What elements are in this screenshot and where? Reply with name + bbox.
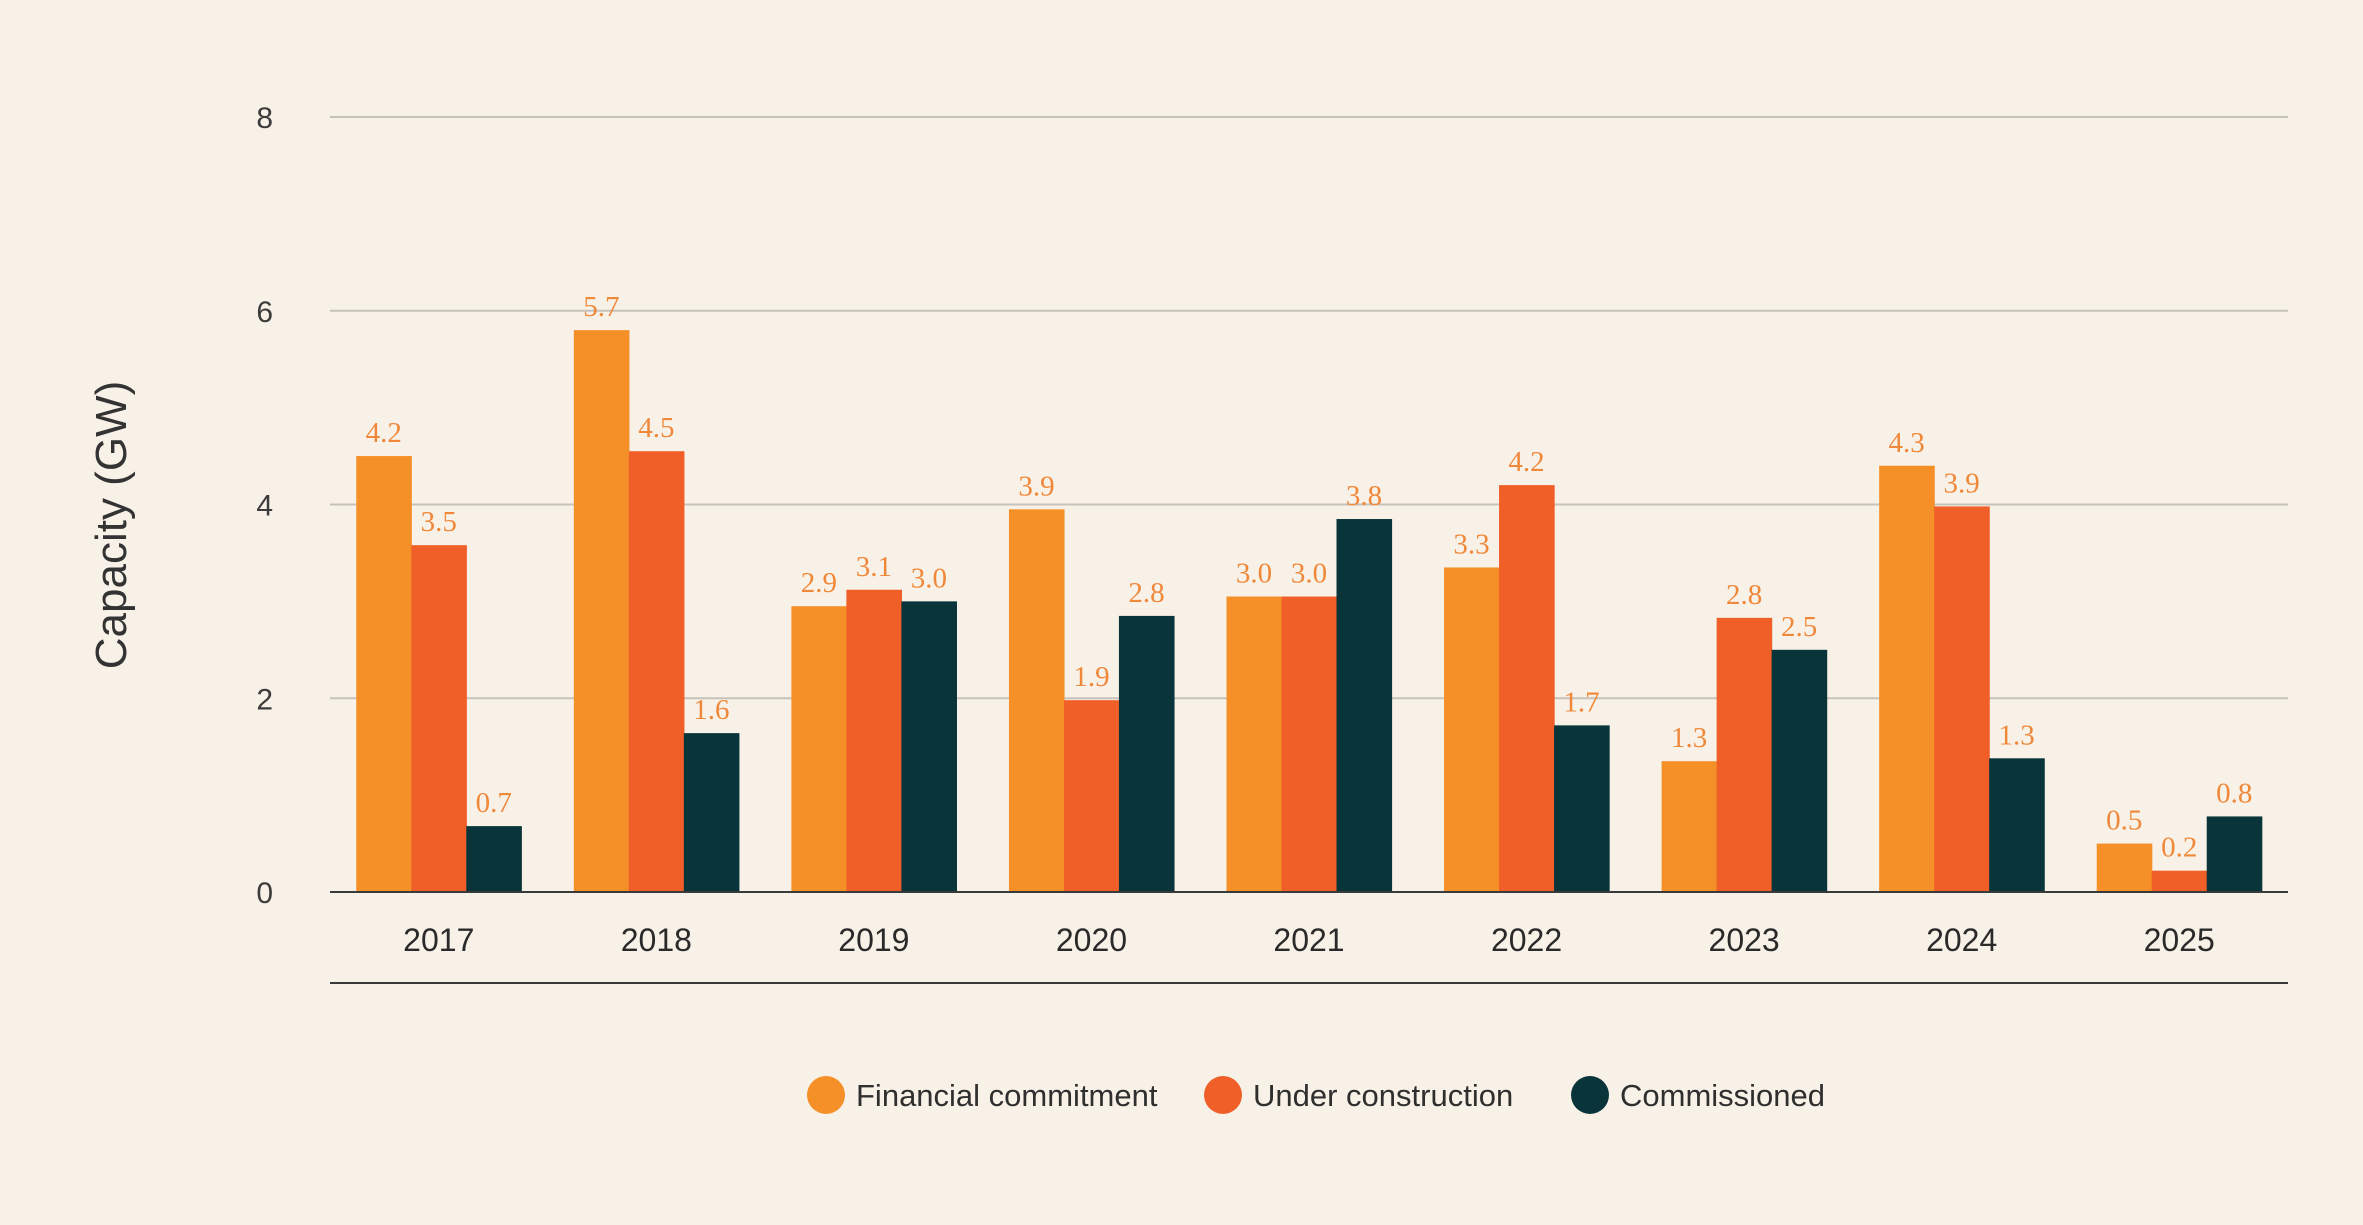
x-tick-label: 2018 — [621, 922, 692, 958]
y-tick-label: 8 — [256, 102, 273, 135]
legend-item-financial-commitment: Financial commitment — [807, 1076, 1158, 1114]
bar-under-construction-2025 — [2151, 870, 2208, 892]
legend-label: Under construction — [1253, 1078, 1513, 1113]
data-label: 2.8 — [1128, 577, 1164, 609]
data-label: 2.9 — [801, 567, 837, 599]
y-tick-label: 4 — [256, 490, 273, 523]
bar-commissioned-2017 — [466, 826, 522, 892]
bar-financial-commitment-2019 — [791, 606, 847, 892]
data-label: 3.0 — [1236, 558, 1272, 590]
y-tick-label: 2 — [256, 683, 273, 716]
legend-label: Financial commitment — [856, 1078, 1158, 1113]
data-label: 4.2 — [366, 417, 402, 449]
bar-under-construction-2022 — [1499, 485, 1555, 892]
bar-financial-commitment-2021 — [1226, 596, 1283, 892]
data-label: 1.3 — [1999, 719, 2035, 751]
data-label: 5.7 — [583, 291, 619, 323]
bar-commissioned-2020 — [1118, 615, 1175, 892]
bar-financial-commitment-2022 — [1444, 567, 1500, 892]
y-tick-label: 6 — [256, 296, 273, 329]
bar-under-construction-2024 — [1934, 506, 1990, 892]
x-tick-label: 2019 — [838, 922, 909, 958]
data-label: 2.8 — [1726, 579, 1762, 611]
bar-financial-commitment-2020 — [1008, 509, 1065, 892]
data-label: 0.7 — [476, 787, 512, 819]
x-tick-label: 2020 — [1056, 922, 1127, 958]
data-label: 1.9 — [1073, 661, 1109, 693]
data-label: 3.9 — [1018, 470, 1054, 502]
data-label: 4.3 — [1889, 427, 1925, 459]
data-label: 0.2 — [2161, 832, 2197, 864]
data-label: 3.0 — [911, 562, 947, 594]
bar-under-construction-2023 — [1716, 617, 1773, 892]
bar-commissioned-2022 — [1554, 725, 1610, 892]
x-tick-label: 2023 — [1709, 922, 1780, 958]
data-label: 3.0 — [1291, 558, 1327, 590]
data-label: 3.5 — [421, 506, 457, 538]
y-tick-label: 0 — [256, 877, 273, 910]
bar-commissioned-2024 — [1989, 758, 2045, 892]
bar-financial-commitment-2025 — [2096, 843, 2153, 892]
bar-commissioned-2025 — [2206, 816, 2263, 892]
data-label: 1.3 — [1671, 722, 1707, 754]
legend-swatch — [807, 1076, 845, 1114]
legend-item-commissioned: Commissioned — [1571, 1076, 1825, 1114]
legend: Financial commitment Under construction Co… — [807, 1076, 1825, 1114]
data-label: 4.2 — [1508, 446, 1544, 478]
x-tick-label: 2022 — [1491, 922, 1562, 958]
data-label: 2.5 — [1781, 611, 1817, 643]
data-label: 0.8 — [2216, 777, 2252, 809]
bar-under-construction-2021 — [1281, 596, 1338, 892]
legend-swatch — [1571, 1076, 1609, 1114]
x-tick-label: 2017 — [403, 922, 474, 958]
x-tick-label: 2024 — [1926, 922, 1997, 958]
data-label: 3.8 — [1346, 480, 1382, 512]
bar-commissioned-2021 — [1336, 519, 1393, 892]
axis-layer: 0 2 4 6 8 2017 2018 2019 2020 2021 2022 2023 2024 202… — [256, 102, 2288, 984]
bar-commissioned-2018 — [683, 733, 740, 892]
bar-commissioned-2019 — [901, 601, 957, 892]
data-label: 3.3 — [1453, 528, 1489, 560]
data-label: 0.5 — [2106, 805, 2142, 837]
x-tick-label: 2025 — [2144, 922, 2215, 958]
data-labels-layer: 4.2 3.5 0.7 5.7 4.5 1.6 2.9 3.1 3.0 3.9 1.9 2.8 3.0 3… — [366, 291, 2253, 864]
data-label: 3.1 — [856, 551, 892, 583]
bar-under-construction-2020 — [1063, 700, 1120, 892]
legend-swatch — [1204, 1076, 1242, 1114]
bar-under-construction-2018 — [628, 451, 685, 892]
legend-label: Commissioned — [1620, 1078, 1825, 1113]
bar-financial-commitment-2018 — [573, 330, 630, 892]
bar-financial-commitment-2017 — [356, 456, 412, 892]
bars-layer — [356, 330, 2263, 892]
data-label: 3.9 — [1944, 467, 1980, 499]
data-label: 4.5 — [638, 412, 674, 444]
x-tick-label: 2021 — [1273, 922, 1344, 958]
data-label: 1.7 — [1563, 686, 1599, 718]
bar-financial-commitment-2024 — [1879, 465, 1935, 892]
bar-financial-commitment-2023 — [1661, 761, 1718, 892]
bar-under-construction-2019 — [846, 589, 902, 892]
data-label: 1.6 — [693, 694, 729, 726]
legend-item-under-construction: Under construction — [1204, 1076, 1513, 1114]
bar-commissioned-2023 — [1771, 649, 1828, 892]
y-axis-title: Capacity (GW) — [87, 381, 136, 669]
bar-under-construction-2017 — [411, 545, 467, 892]
